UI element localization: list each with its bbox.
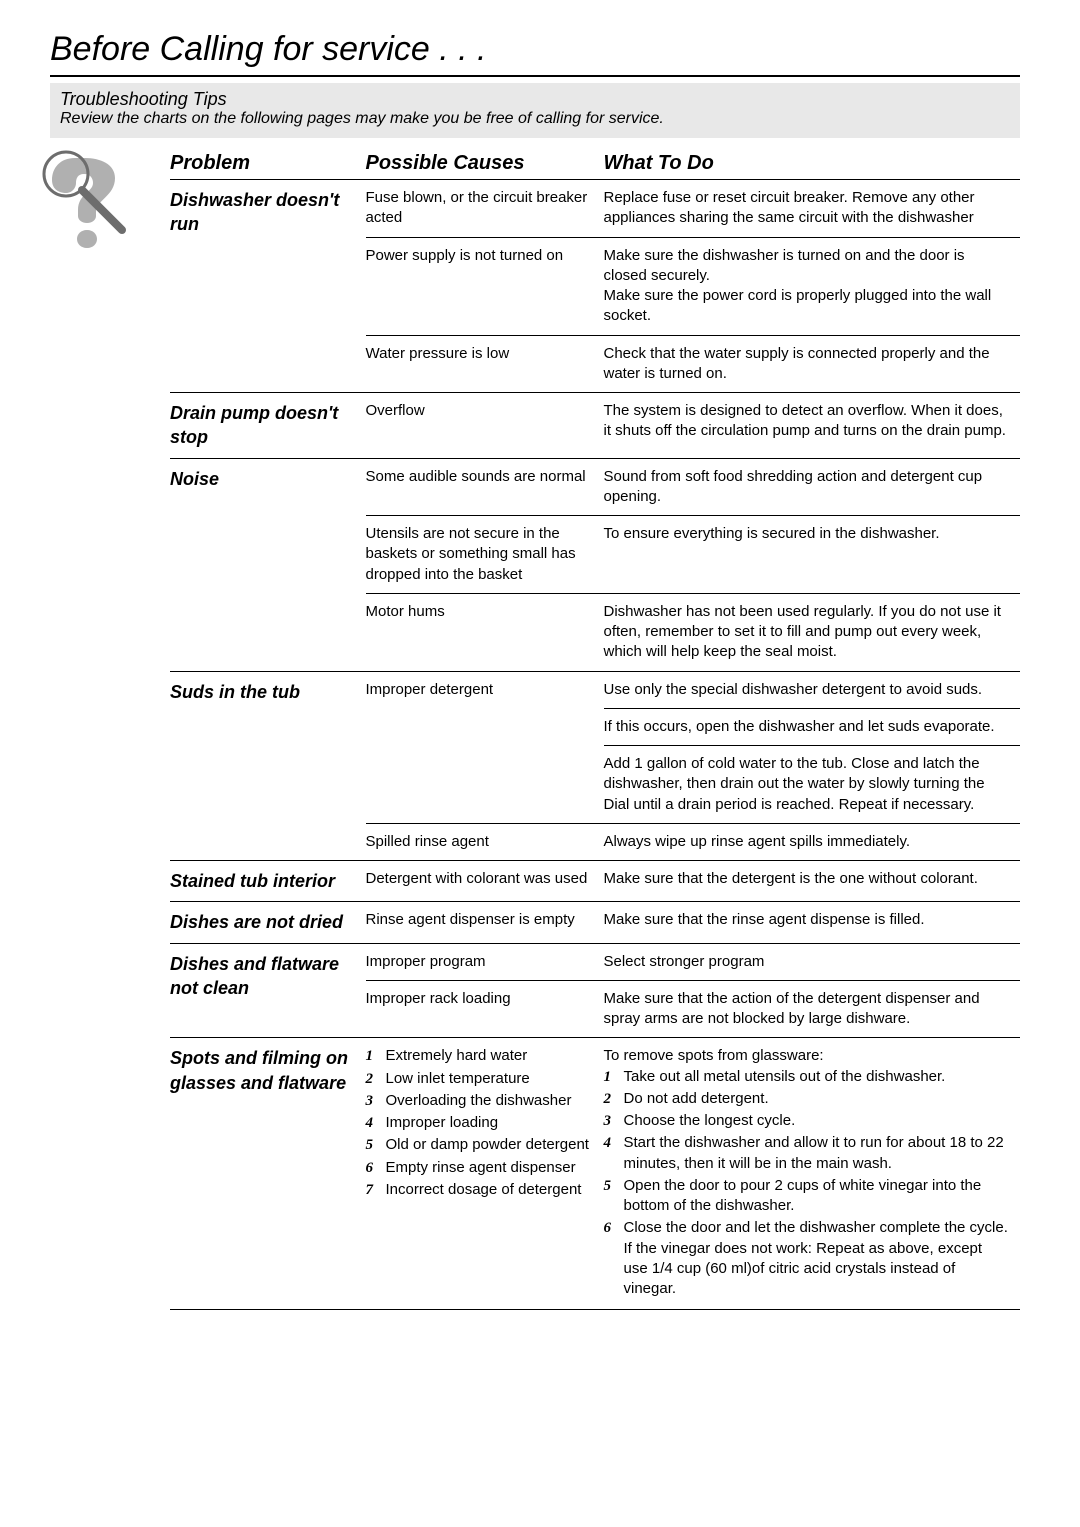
question-icon [30, 138, 140, 248]
troubleshooting-table: Problem Possible Causes What To Do Dishw… [170, 148, 1020, 1310]
table-row: Dishwasher doesn't runFuse blown, or the… [170, 180, 1020, 238]
cause-cell: Detergent with colorant was used [366, 861, 604, 902]
cause-cell: Motor hums [366, 593, 604, 671]
todo-cell: If this occurs, open the dishwasher and … [604, 708, 1021, 745]
todo-cell: Make sure that the action of the deterge… [604, 980, 1021, 1038]
todo-cell: Use only the special dishwasher detergen… [604, 671, 1021, 708]
problem-cell: Dishes and flatware not clean [170, 943, 366, 1038]
todo-cell: To ensure everything is secured in the d… [604, 516, 1021, 594]
todo-cell: Check that the water supply is connected… [604, 335, 1021, 393]
table-row: Dishes and flatware not cleanImproper pr… [170, 943, 1020, 980]
cause-cell: Utensils are not secure in the baskets o… [366, 516, 604, 594]
cause-cell: Power supply is not turned on [366, 237, 604, 335]
todo-cell: To remove spots from glassware:1Take out… [604, 1038, 1021, 1310]
list-item: 4Improper loading [366, 1113, 594, 1133]
todo-cell: Sound from soft food shredding action an… [604, 458, 1021, 516]
todo-cell: Replace fuse or reset circuit breaker. R… [604, 180, 1021, 238]
problem-cell: Stained tub interior [170, 861, 366, 902]
list-item: 7Incorrect dosage of detergent [366, 1180, 594, 1200]
page-title: Before Calling for service . . . [50, 30, 1020, 77]
list-item: 5Old or damp powder detergent [366, 1135, 594, 1155]
todo-cell: Dishwasher has not been used regularly. … [604, 593, 1021, 671]
table-row: Suds in the tubImproper detergentUse onl… [170, 671, 1020, 708]
problem-cell: Spots and filming on glasses and flatwar… [170, 1038, 366, 1310]
cause-cell: Overflow [366, 393, 604, 459]
list-item: 4Start the dishwasher and allow it to ru… [604, 1133, 1011, 1174]
subtitle-block: Troubleshooting Tips Review the charts o… [50, 83, 1020, 138]
list-item: 6Empty rinse agent dispenser [366, 1158, 594, 1178]
cause-cell: Water pressure is low [366, 335, 604, 393]
problem-cell: Dishes are not dried [170, 902, 366, 943]
cause-cell: Spilled rinse agent [366, 823, 604, 860]
todo-cell: Add 1 gallon of cold water to the tub. C… [604, 746, 1021, 824]
list-item: 2Do not add detergent. [604, 1089, 1011, 1109]
todo-cell: Make sure the dishwasher is turned on an… [604, 237, 1021, 335]
cause-cell: Improper rack loading [366, 980, 604, 1038]
todo-cell: The system is designed to detect an over… [604, 393, 1021, 459]
list-item: 1Extremely hard water [366, 1046, 594, 1066]
list-item: 1Take out all metal utensils out of the … [604, 1067, 1011, 1087]
list-item: 3Choose the longest cycle. [604, 1111, 1011, 1131]
problem-cell: Suds in the tub [170, 671, 366, 861]
problem-cell: Drain pump doesn't stop [170, 393, 366, 459]
list-item: 2Low inlet temperature [366, 1069, 594, 1089]
table-column: Problem Possible Causes What To Do Dishw… [170, 148, 1020, 1310]
content-wrap: Problem Possible Causes What To Do Dishw… [50, 148, 1020, 1310]
cause-cell: 1Extremely hard water 2Low inlet temperat… [366, 1038, 604, 1310]
table-row: Stained tub interiorDetergent with color… [170, 861, 1020, 902]
table-row: Drain pump doesn't stopOverflowThe syste… [170, 393, 1020, 459]
list-item: 5Open the door to pour 2 cups of white v… [604, 1176, 1011, 1217]
todo-cell: Always wipe up rinse agent spills immedi… [604, 823, 1021, 860]
table-row: NoiseSome audible sounds are normalSound… [170, 458, 1020, 516]
problem-cell: Noise [170, 458, 366, 671]
list-item: 6Close the door and let the dishwasher c… [604, 1218, 1011, 1299]
todo-cell: Make sure that the detergent is the one … [604, 861, 1021, 902]
todo-cell: Select stronger program [604, 943, 1021, 980]
todo-cell: Make sure that the rinse agent dispense … [604, 902, 1021, 943]
col-header-todo: What To Do [604, 148, 1021, 180]
list-item: 3Overloading the dishwasher [366, 1091, 594, 1111]
cause-cell: Improper program [366, 943, 604, 980]
col-header-causes: Possible Causes [366, 148, 604, 180]
cause-cell: Fuse blown, or the circuit breaker acted [366, 180, 604, 238]
todo-intro: To remove spots from glassware: [604, 1046, 1011, 1066]
table-row: Dishes are not driedRinse agent dispense… [170, 902, 1020, 943]
cause-cell: Rinse agent dispenser is empty [366, 902, 604, 943]
cause-cell: Improper detergent [366, 671, 604, 823]
col-header-problem: Problem [170, 148, 366, 180]
table-row: Spots and filming on glasses and flatwar… [170, 1038, 1020, 1310]
subtitle-text: Review the charts on the following pages… [60, 110, 1010, 128]
problem-cell: Dishwasher doesn't run [170, 180, 366, 393]
subtitle-heading: Troubleshooting Tips [60, 89, 1010, 110]
cause-cell: Some audible sounds are normal [366, 458, 604, 516]
icon-column [50, 148, 150, 1310]
